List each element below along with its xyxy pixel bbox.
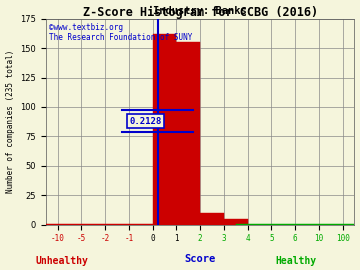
Text: Healthy: Healthy: [276, 256, 317, 266]
Bar: [176, 42, 200, 225]
Text: 0.2128: 0.2128: [129, 117, 161, 126]
Title: Z-Score Histogram for CCBG (2016): Z-Score Histogram for CCBG (2016): [82, 6, 318, 19]
Bar: [224, 219, 248, 225]
Y-axis label: Number of companies (235 total): Number of companies (235 total): [5, 50, 14, 193]
Text: ©www.textbiz.org
The Research Foundation of SUNY: ©www.textbiz.org The Research Foundation…: [49, 23, 192, 42]
X-axis label: Score: Score: [184, 254, 216, 264]
Text: Industry: Banks: Industry: Banks: [153, 6, 247, 16]
Bar: [200, 213, 224, 225]
Text: Unhealthy: Unhealthy: [36, 256, 89, 266]
Bar: [153, 34, 176, 225]
